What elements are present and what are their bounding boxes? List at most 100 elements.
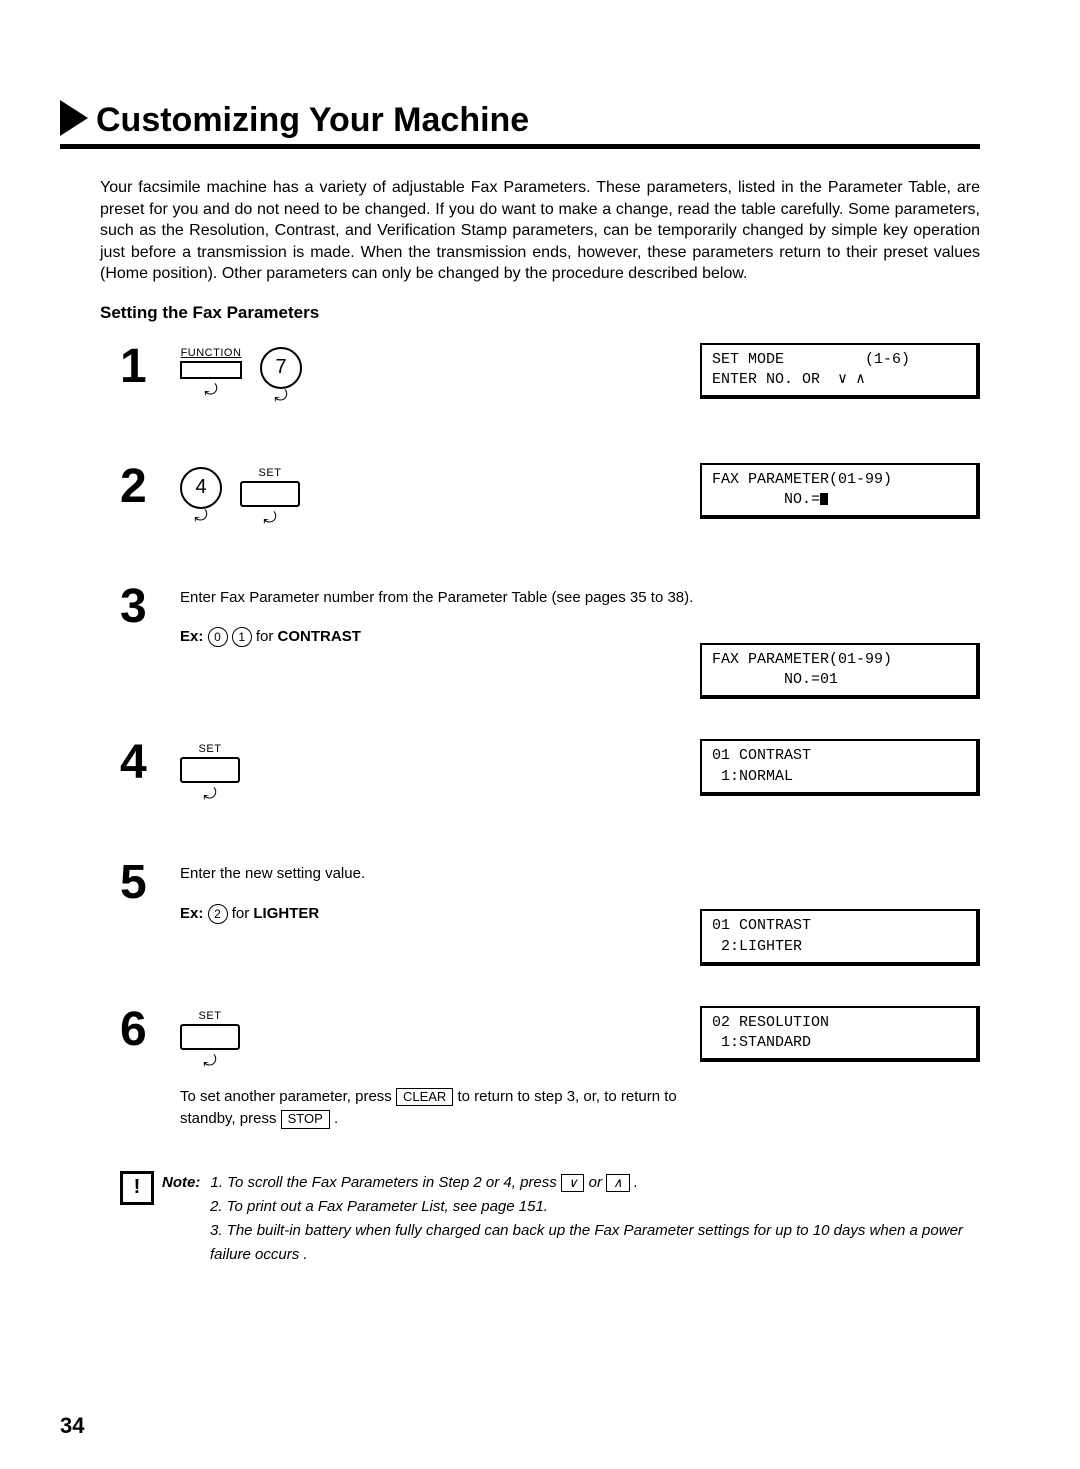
lcd-line: FAX PARAMETER(01-99) <box>712 471 892 488</box>
digit-icon: 0 <box>208 627 228 647</box>
step-number: 4 <box>120 739 180 787</box>
lcd-line: NO.= <box>712 491 820 508</box>
text-c: . <box>330 1110 338 1127</box>
note-3: 3. The built-in battery when fully charg… <box>210 1219 980 1267</box>
note-content: Note: 1. To scroll the Fax Parameters in… <box>162 1171 980 1267</box>
lcd-line: 01 CONTRAST <box>712 747 811 764</box>
key-row: FUNCTION ⤾ 7 ⤾ <box>180 347 700 405</box>
note-1: 1. To scroll the Fax Parameters in Step … <box>211 1174 639 1191</box>
digit-key: 4 ⤾ <box>180 467 222 525</box>
step-3-display: FAX PARAMETER(01-99) NO.=01 <box>700 643 980 700</box>
step-6-left: SET ⤾ To set another parameter, press CL… <box>180 1006 700 1131</box>
note-block: ! Note: 1. To scroll the Fax Parameters … <box>120 1171 980 1267</box>
ex-prefix: Ex: <box>180 628 203 645</box>
digit-key-circle: 7 <box>260 347 302 389</box>
lcd-line: 01 CONTRAST <box>712 917 811 934</box>
lcd-display: 01 CONTRAST 2:LIGHTER <box>700 909 980 966</box>
step-3: 3 Enter Fax Parameter number from the Pa… <box>120 583 980 700</box>
stop-key: STOP <box>281 1110 330 1129</box>
step-1-display: SET MODE (1-6) ENTER NO. OR ∨ ∧ <box>700 343 980 400</box>
ex-for: for <box>232 905 254 922</box>
ex-prefix: Ex: <box>180 905 203 922</box>
digit-icon: 1 <box>232 627 252 647</box>
ex-bold: LIGHTER <box>253 905 319 922</box>
set-key-icon <box>180 757 240 783</box>
lcd-line: ENTER NO. OR ∨ ∧ <box>712 371 865 388</box>
lcd-line: 1:NORMAL <box>712 768 793 785</box>
press-icon: ⤾ <box>203 787 216 803</box>
function-key-icon <box>180 361 242 379</box>
step-4: 4 SET ⤾ 01 CONTRAST 1:NORMAL <box>120 739 980 819</box>
press-icon: ⤾ <box>204 383 217 399</box>
set-key-icon <box>180 1024 240 1050</box>
press-icon: ⤾ <box>274 389 287 405</box>
note-1b: or <box>584 1174 606 1191</box>
step-2: 2 4 ⤾ SET ⤾ FAX PARAMETER(01-99) NO.= <box>120 463 980 543</box>
step-6-text: To set another parameter, press CLEAR to… <box>180 1086 700 1131</box>
title-row: Customizing Your Machine <box>60 100 980 149</box>
function-key: FUNCTION ⤾ <box>180 347 242 399</box>
page-title: Customizing Your Machine <box>96 101 529 140</box>
step-5-display: 01 CONTRAST 2:LIGHTER <box>700 909 980 966</box>
step-4-left: SET ⤾ <box>180 739 700 803</box>
step-2-display: FAX PARAMETER(01-99) NO.= <box>700 463 980 520</box>
step-5-example: Ex: 2 for LIGHTER <box>180 904 700 924</box>
step-1-left: FUNCTION ⤾ 7 ⤾ <box>180 343 700 405</box>
step-4-display: 01 CONTRAST 1:NORMAL <box>700 739 980 796</box>
note-icon: ! <box>120 1171 154 1205</box>
lcd-line: NO.=01 <box>712 671 838 688</box>
ex-bold: CONTRAST <box>278 628 361 645</box>
lcd-display: 01 CONTRAST 1:NORMAL <box>700 739 980 796</box>
step-6-display: 02 RESOLUTION 1:STANDARD <box>700 1006 980 1063</box>
lcd-display: FAX PARAMETER(01-99) NO.=01 <box>700 643 980 700</box>
step-number: 1 <box>120 343 180 391</box>
digit-icon: 2 <box>208 904 228 924</box>
note-label: Note: <box>162 1174 200 1191</box>
lcd-line: 02 RESOLUTION <box>712 1014 829 1031</box>
steps-list: 1 FUNCTION ⤾ 7 ⤾ SET MODE (1-6) ENTER NO <box>120 343 980 1131</box>
lcd-display: SET MODE (1-6) ENTER NO. OR ∨ ∧ <box>700 343 980 400</box>
set-key-label: SET <box>199 1010 222 1022</box>
step-number: 6 <box>120 1006 180 1054</box>
lcd-line: 2:LIGHTER <box>712 938 802 955</box>
press-icon: ⤾ <box>263 511 276 527</box>
digit-key: 7 ⤾ <box>260 347 302 405</box>
press-icon: ⤾ <box>203 1054 216 1070</box>
note-2: 2. To print out a Fax Parameter List, se… <box>210 1195 980 1219</box>
intro-paragraph: Your facsimile machine has a variety of … <box>100 177 980 285</box>
clear-key: CLEAR <box>396 1088 453 1107</box>
lcd-display: 02 RESOLUTION 1:STANDARD <box>700 1006 980 1063</box>
set-key: SET ⤾ <box>180 1010 240 1070</box>
set-key-label: SET <box>259 467 282 479</box>
set-key-icon <box>240 481 300 507</box>
function-key-label: FUNCTION <box>181 347 242 359</box>
note-1c: . <box>630 1174 638 1191</box>
ex-for: for <box>256 628 278 645</box>
key-row: 4 ⤾ SET ⤾ <box>180 467 700 527</box>
page-number: 34 <box>60 1413 84 1439</box>
step-number: 2 <box>120 463 180 511</box>
step-3-text: Enter Fax Parameter number from the Para… <box>180 587 700 610</box>
press-icon: ⤾ <box>194 509 207 525</box>
step-1: 1 FUNCTION ⤾ 7 ⤾ SET MODE (1-6) ENTER NO <box>120 343 980 423</box>
set-key-label: SET <box>199 743 222 755</box>
step-6: 6 SET ⤾ To set another parameter, press … <box>120 1006 980 1131</box>
cursor-icon <box>820 493 828 505</box>
step-number: 5 <box>120 859 180 907</box>
step-5: 5 Enter the new setting value. Ex: 2 for… <box>120 859 980 966</box>
step-3-left: Enter Fax Parameter number from the Para… <box>180 583 700 648</box>
digit-key-circle: 4 <box>180 467 222 509</box>
note-1a: 1. To scroll the Fax Parameters in Step … <box>211 1174 561 1191</box>
lcd-line: SET MODE (1-6) <box>712 351 910 368</box>
down-key: ∨ <box>561 1174 585 1193</box>
step-2-left: 4 ⤾ SET ⤾ <box>180 463 700 527</box>
lcd-line: 1:STANDARD <box>712 1034 811 1051</box>
set-key: SET ⤾ <box>180 743 240 803</box>
up-key: ∧ <box>606 1174 630 1193</box>
title-arrow-icon <box>60 100 88 136</box>
step-number: 3 <box>120 583 180 631</box>
text-a: To set another parameter, press <box>180 1088 396 1105</box>
lcd-line: FAX PARAMETER(01-99) <box>712 651 892 668</box>
step-3-example: Ex: 0 1 for CONTRAST <box>180 627 700 647</box>
step-5-text: Enter the new setting value. <box>180 863 700 886</box>
